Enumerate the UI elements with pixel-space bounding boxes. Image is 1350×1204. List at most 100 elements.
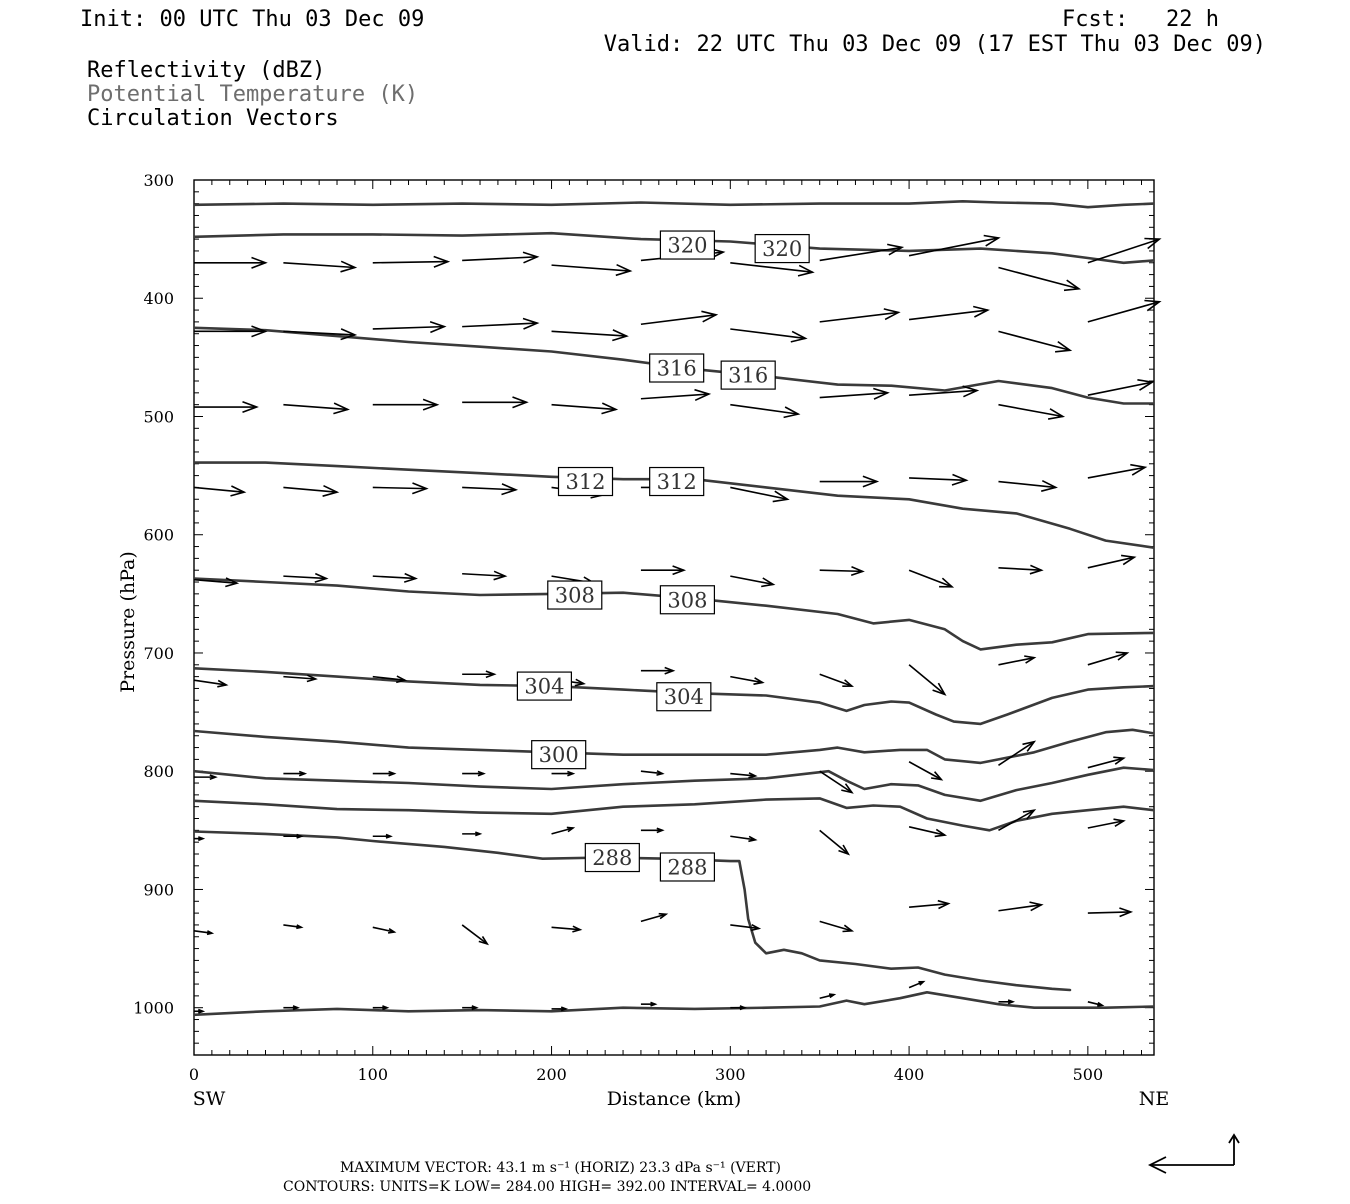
circulation-vector <box>194 400 259 414</box>
circulation-vector <box>194 256 268 269</box>
circulation-vector <box>640 565 687 576</box>
svg-text:304: 304 <box>524 675 564 699</box>
max-vector-text: MAXIMUM VECTOR: 43.1 m s⁻¹ (HORIZ) 23.3 … <box>340 1160 781 1176</box>
circulation-vector <box>730 486 790 503</box>
contour-label: 304 <box>656 682 712 712</box>
circulation-vector <box>1087 237 1162 264</box>
plot-frame <box>193 179 1155 1056</box>
circulation-vector <box>283 1005 300 1011</box>
x-axis-left-end: SW <box>193 1088 226 1110</box>
contour-label: 288 <box>659 852 716 882</box>
circulation-vector <box>283 833 304 839</box>
circulation-vector <box>372 572 418 583</box>
circulation-vector <box>640 666 676 675</box>
y-tick-label: 800 <box>143 762 174 781</box>
x-tick-label: 400 <box>894 1065 925 1084</box>
contour-label: 288 <box>584 842 640 873</box>
contour-label: 312 <box>649 466 705 497</box>
circulation-vector <box>372 482 429 495</box>
contour-label: 308 <box>659 585 716 615</box>
circulation-vectors <box>193 234 1162 1014</box>
circulation-vector <box>1087 756 1126 769</box>
y-tick-label: 400 <box>143 289 174 308</box>
circulation-vector <box>193 679 229 688</box>
contour-line <box>194 728 1154 765</box>
circulation-vector <box>283 484 340 497</box>
circulation-vector <box>908 980 926 989</box>
circulation-vector <box>462 770 486 777</box>
circulation-vector <box>640 827 665 834</box>
contour-line <box>194 797 1154 832</box>
contour-info-text: CONTOURS: UNITS=K LOW= 284.00 HIGH= 392.… <box>283 1179 811 1195</box>
circulation-vector <box>283 770 308 777</box>
x-tick-labels: 0 100 200 300 400 500 <box>189 1065 1103 1084</box>
svg-text:300: 300 <box>539 743 579 767</box>
circulation-vector <box>730 675 765 685</box>
circulation-vector <box>551 770 576 777</box>
contour-label: 320 <box>754 233 810 264</box>
contour-line <box>194 991 1154 1017</box>
y-tick-label: 500 <box>143 407 174 426</box>
circulation-vector <box>372 926 397 934</box>
circulation-vector <box>640 912 669 923</box>
circulation-vector <box>908 826 948 838</box>
contour-label: 320 <box>659 230 716 260</box>
circulation-vector <box>819 993 837 1000</box>
circulation-vector <box>908 761 944 781</box>
valid-time: Valid: 22 UTC Thu 03 Dec 09 (17 EST Thu … <box>604 32 1266 57</box>
circulation-vector <box>462 317 540 330</box>
legend-circulation-vectors: Circulation Vectors <box>87 106 339 131</box>
circulation-vector <box>551 263 633 277</box>
circulation-vector <box>372 675 408 684</box>
circulation-vector <box>908 234 1001 257</box>
circulation-vector <box>730 403 801 419</box>
circulation-vector <box>551 1006 569 1012</box>
circulation-vector <box>461 924 490 946</box>
x-axis-right-end: NE <box>1139 1088 1170 1110</box>
contour-label: 316 <box>649 353 705 383</box>
circulation-vector <box>730 835 758 843</box>
x-axis-title: Distance (km) <box>607 1088 742 1110</box>
circulation-vector <box>819 387 890 400</box>
circulation-vector <box>372 255 451 268</box>
circulation-vector <box>462 251 540 264</box>
circulation-vector <box>640 310 719 326</box>
circulation-vector <box>998 479 1058 492</box>
circulation-vector <box>372 398 440 411</box>
circulation-vector <box>730 1005 747 1011</box>
circulation-vector <box>551 329 629 342</box>
circulation-vector <box>819 920 855 933</box>
svg-text:308: 308 <box>555 584 595 608</box>
y-axis-title: Pressure (hPa) <box>117 551 139 693</box>
svg-text:312: 312 <box>565 470 605 494</box>
circulation-vector <box>194 836 206 842</box>
contour-line <box>194 577 1154 651</box>
circulation-vector <box>1087 554 1137 569</box>
contour-line <box>194 667 1154 726</box>
svg-text:312: 312 <box>657 470 697 494</box>
circulation-vector <box>1087 379 1155 396</box>
circulation-vector <box>730 261 815 277</box>
contour-line <box>194 200 1154 209</box>
circulation-vector <box>193 577 240 588</box>
circulation-vector <box>998 655 1037 666</box>
svg-text:316: 316 <box>657 357 697 381</box>
contour-lines <box>194 200 1154 1017</box>
circulation-vector <box>193 930 215 936</box>
circulation-vector <box>998 809 1037 832</box>
circulation-vector <box>1087 651 1130 666</box>
circulation-vector <box>1087 299 1162 323</box>
circulation-vector <box>372 833 393 839</box>
circulation-vector <box>283 328 358 341</box>
circulation-vector <box>283 674 318 683</box>
circulation-vector <box>194 325 268 338</box>
contour-label: 312 <box>557 466 614 497</box>
circulation-vector <box>819 308 901 323</box>
circulation-vector <box>640 1001 658 1007</box>
contour-labels: 320 320 316 316 312 312 308 308 304 304 300 288 288 <box>516 230 810 882</box>
circulation-vector <box>640 388 712 402</box>
svg-text:304: 304 <box>664 685 704 709</box>
circulation-vector <box>819 243 905 262</box>
circulation-vector <box>551 402 619 415</box>
